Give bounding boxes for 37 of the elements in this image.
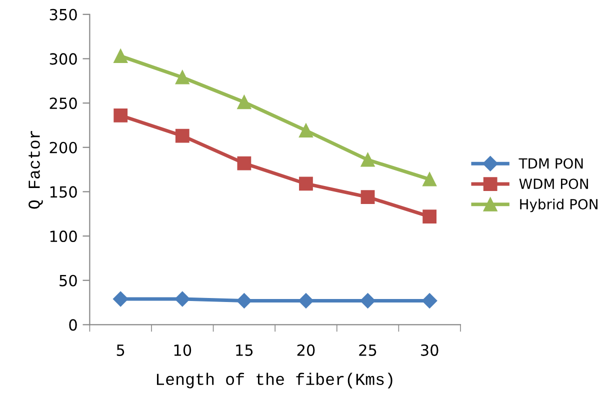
point: [299, 124, 313, 138]
point: [360, 190, 375, 204]
y-axis-title: Q Factor: [28, 131, 43, 209]
point: [422, 172, 437, 186]
x-axis-title: Length of the fiber(Kms): [156, 372, 392, 388]
point: [174, 291, 190, 307]
point: [360, 152, 375, 167]
point: [422, 210, 437, 224]
point: [113, 291, 128, 307]
point: [114, 49, 128, 63]
x-tick-label: 30: [421, 344, 438, 356]
y-tick-label: 0: [69, 319, 77, 331]
y-tick-label: 200: [50, 142, 77, 154]
point: [237, 156, 252, 170]
legend-label: WDM PON: [519, 178, 588, 190]
point: [299, 176, 313, 191]
legend-label: TDM PON: [518, 158, 583, 169]
legend-label: Hybrid PON: [520, 198, 598, 212]
x-tick-label: 25: [359, 344, 376, 356]
point: [298, 293, 314, 308]
point: [237, 95, 252, 110]
point: [114, 108, 128, 122]
point: [175, 70, 190, 84]
point: [422, 293, 438, 308]
x-tick-label: 5: [116, 344, 124, 356]
y-tick-label: 100: [50, 230, 77, 242]
point: [175, 128, 190, 143]
point: [236, 293, 252, 308]
x-tick-label: 10: [174, 344, 192, 356]
point: [360, 293, 376, 308]
y-tick-label: 50: [60, 274, 77, 286]
y-tick-label: 350: [50, 8, 77, 20]
y-tick-label: 300: [50, 53, 77, 65]
x-tick-label: 20: [297, 344, 315, 356]
y-tick-label: 250: [50, 98, 77, 110]
y-tick-label: 150: [50, 186, 77, 198]
x-tick-label: 15: [236, 344, 253, 356]
